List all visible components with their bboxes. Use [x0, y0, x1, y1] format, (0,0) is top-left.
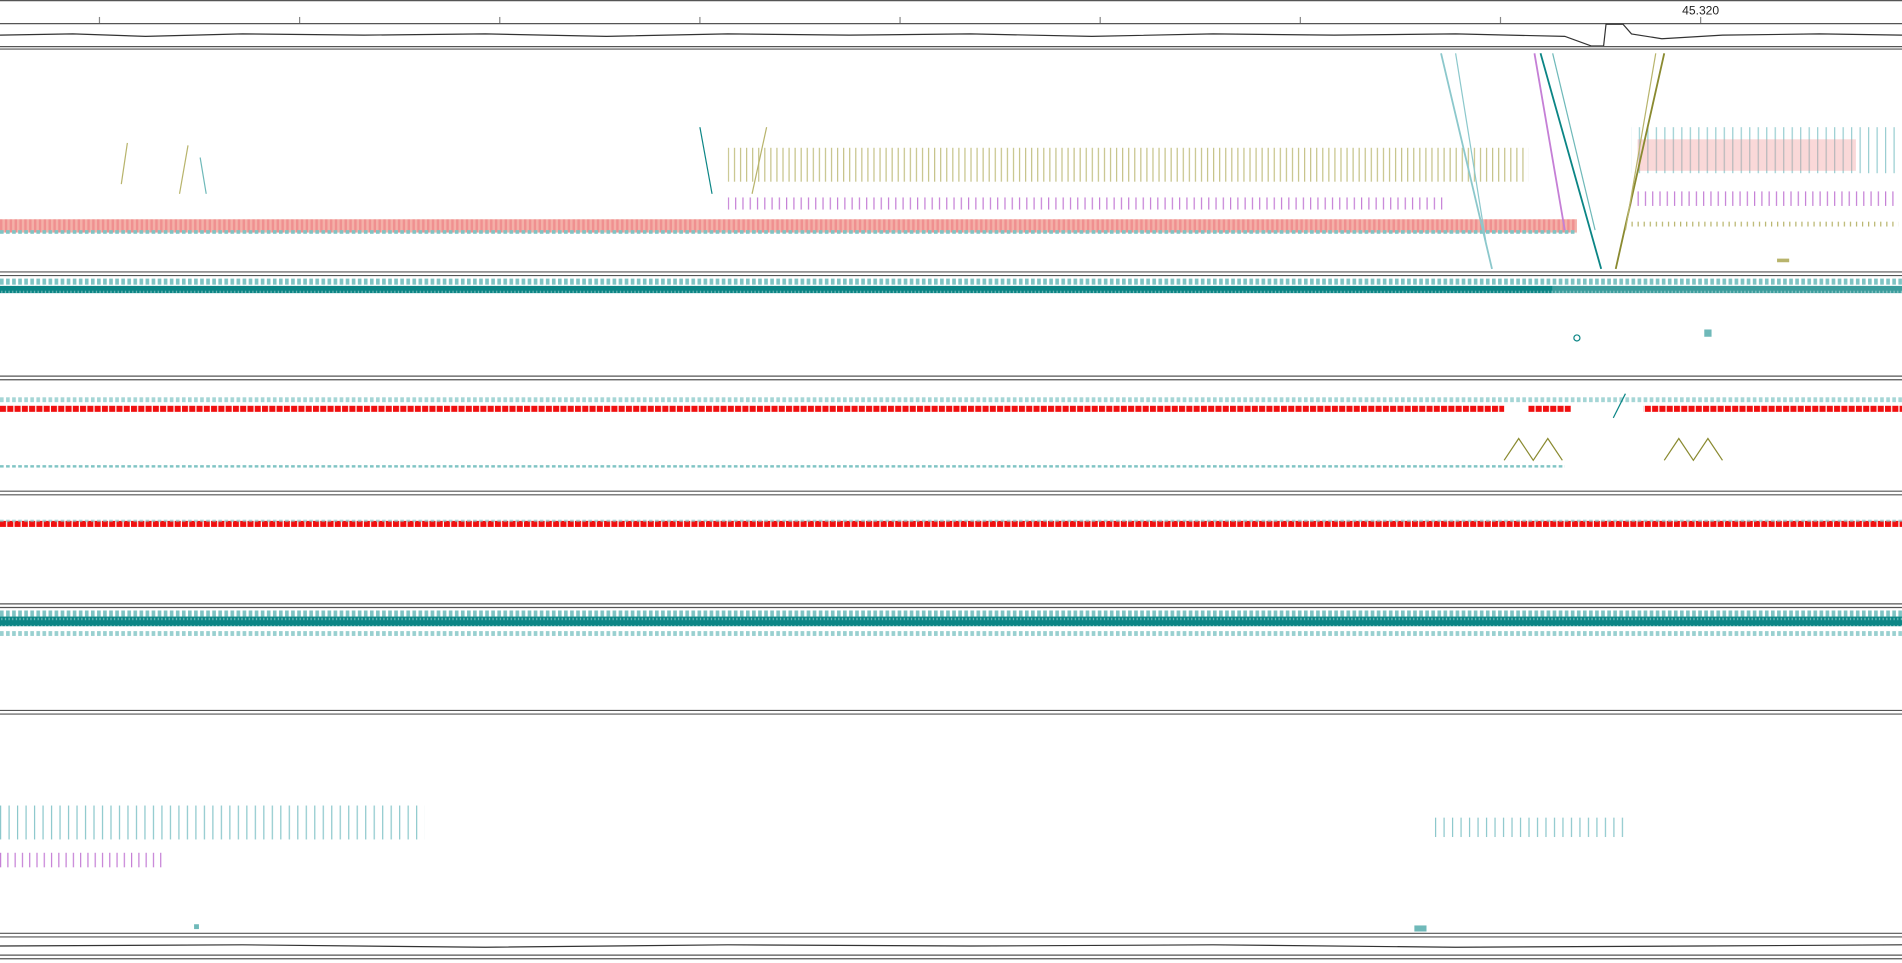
track-line — [1624, 53, 1657, 231]
track-feature — [1414, 925, 1427, 932]
track-feature — [0, 610, 1902, 617]
track-feature — [0, 405, 1505, 412]
track-feature — [1503, 437, 1563, 462]
track-feature — [0, 519, 1902, 523]
track-feature — [0, 852, 164, 868]
ruler-tick-label: 45.320 — [1682, 4, 1719, 18]
track-feature — [194, 924, 199, 930]
track-feature — [0, 520, 1902, 527]
track-feature — [0, 944, 1902, 948]
track-feature — [0, 465, 1565, 468]
track-feature — [0, 278, 1902, 285]
track-panel — [0, 805, 1902, 938]
track-feature — [0, 805, 425, 840]
track-feature — [1528, 405, 1571, 412]
track-feature — [1643, 405, 1902, 412]
track-feature — [1431, 817, 1626, 838]
track-line — [1539, 53, 1603, 270]
track-line — [1612, 393, 1626, 419]
track-feature — [1704, 329, 1712, 337]
coverage-track — [0, 944, 1902, 960]
track-feature — [727, 197, 1444, 210]
track-feature — [1663, 437, 1723, 462]
ruler: 45.320 — [0, 0, 1902, 25]
track-line — [1440, 53, 1493, 270]
track-line — [751, 127, 768, 194]
track-feature — [0, 285, 1553, 294]
track-line — [199, 157, 207, 194]
track-feature — [727, 147, 1529, 182]
track-line — [1552, 53, 1596, 231]
track-feature — [1631, 191, 1899, 206]
track-line — [120, 142, 128, 185]
track-feature — [1631, 221, 1899, 227]
track-feature — [1631, 127, 1899, 174]
track-feature — [0, 23, 1902, 47]
track-line — [1614, 53, 1666, 270]
track-feature — [0, 631, 1902, 636]
track-line — [1455, 53, 1487, 243]
track-panel — [0, 278, 1902, 381]
track-feature — [1573, 334, 1581, 342]
track-line — [1533, 53, 1566, 231]
track-feature — [1637, 139, 1856, 171]
alignment-panel — [0, 53, 1902, 277]
coverage-track — [0, 23, 1902, 50]
track-line — [699, 127, 713, 194]
track-panel — [0, 393, 1902, 496]
track-feature — [0, 616, 1902, 627]
track-feature — [1552, 285, 1902, 294]
track-feature — [0, 397, 1902, 403]
track-panel — [0, 610, 1902, 715]
track-feature — [0, 219, 1577, 233]
track-feature — [0, 230, 1577, 234]
track-panel — [0, 519, 1902, 609]
track-line — [178, 145, 189, 194]
